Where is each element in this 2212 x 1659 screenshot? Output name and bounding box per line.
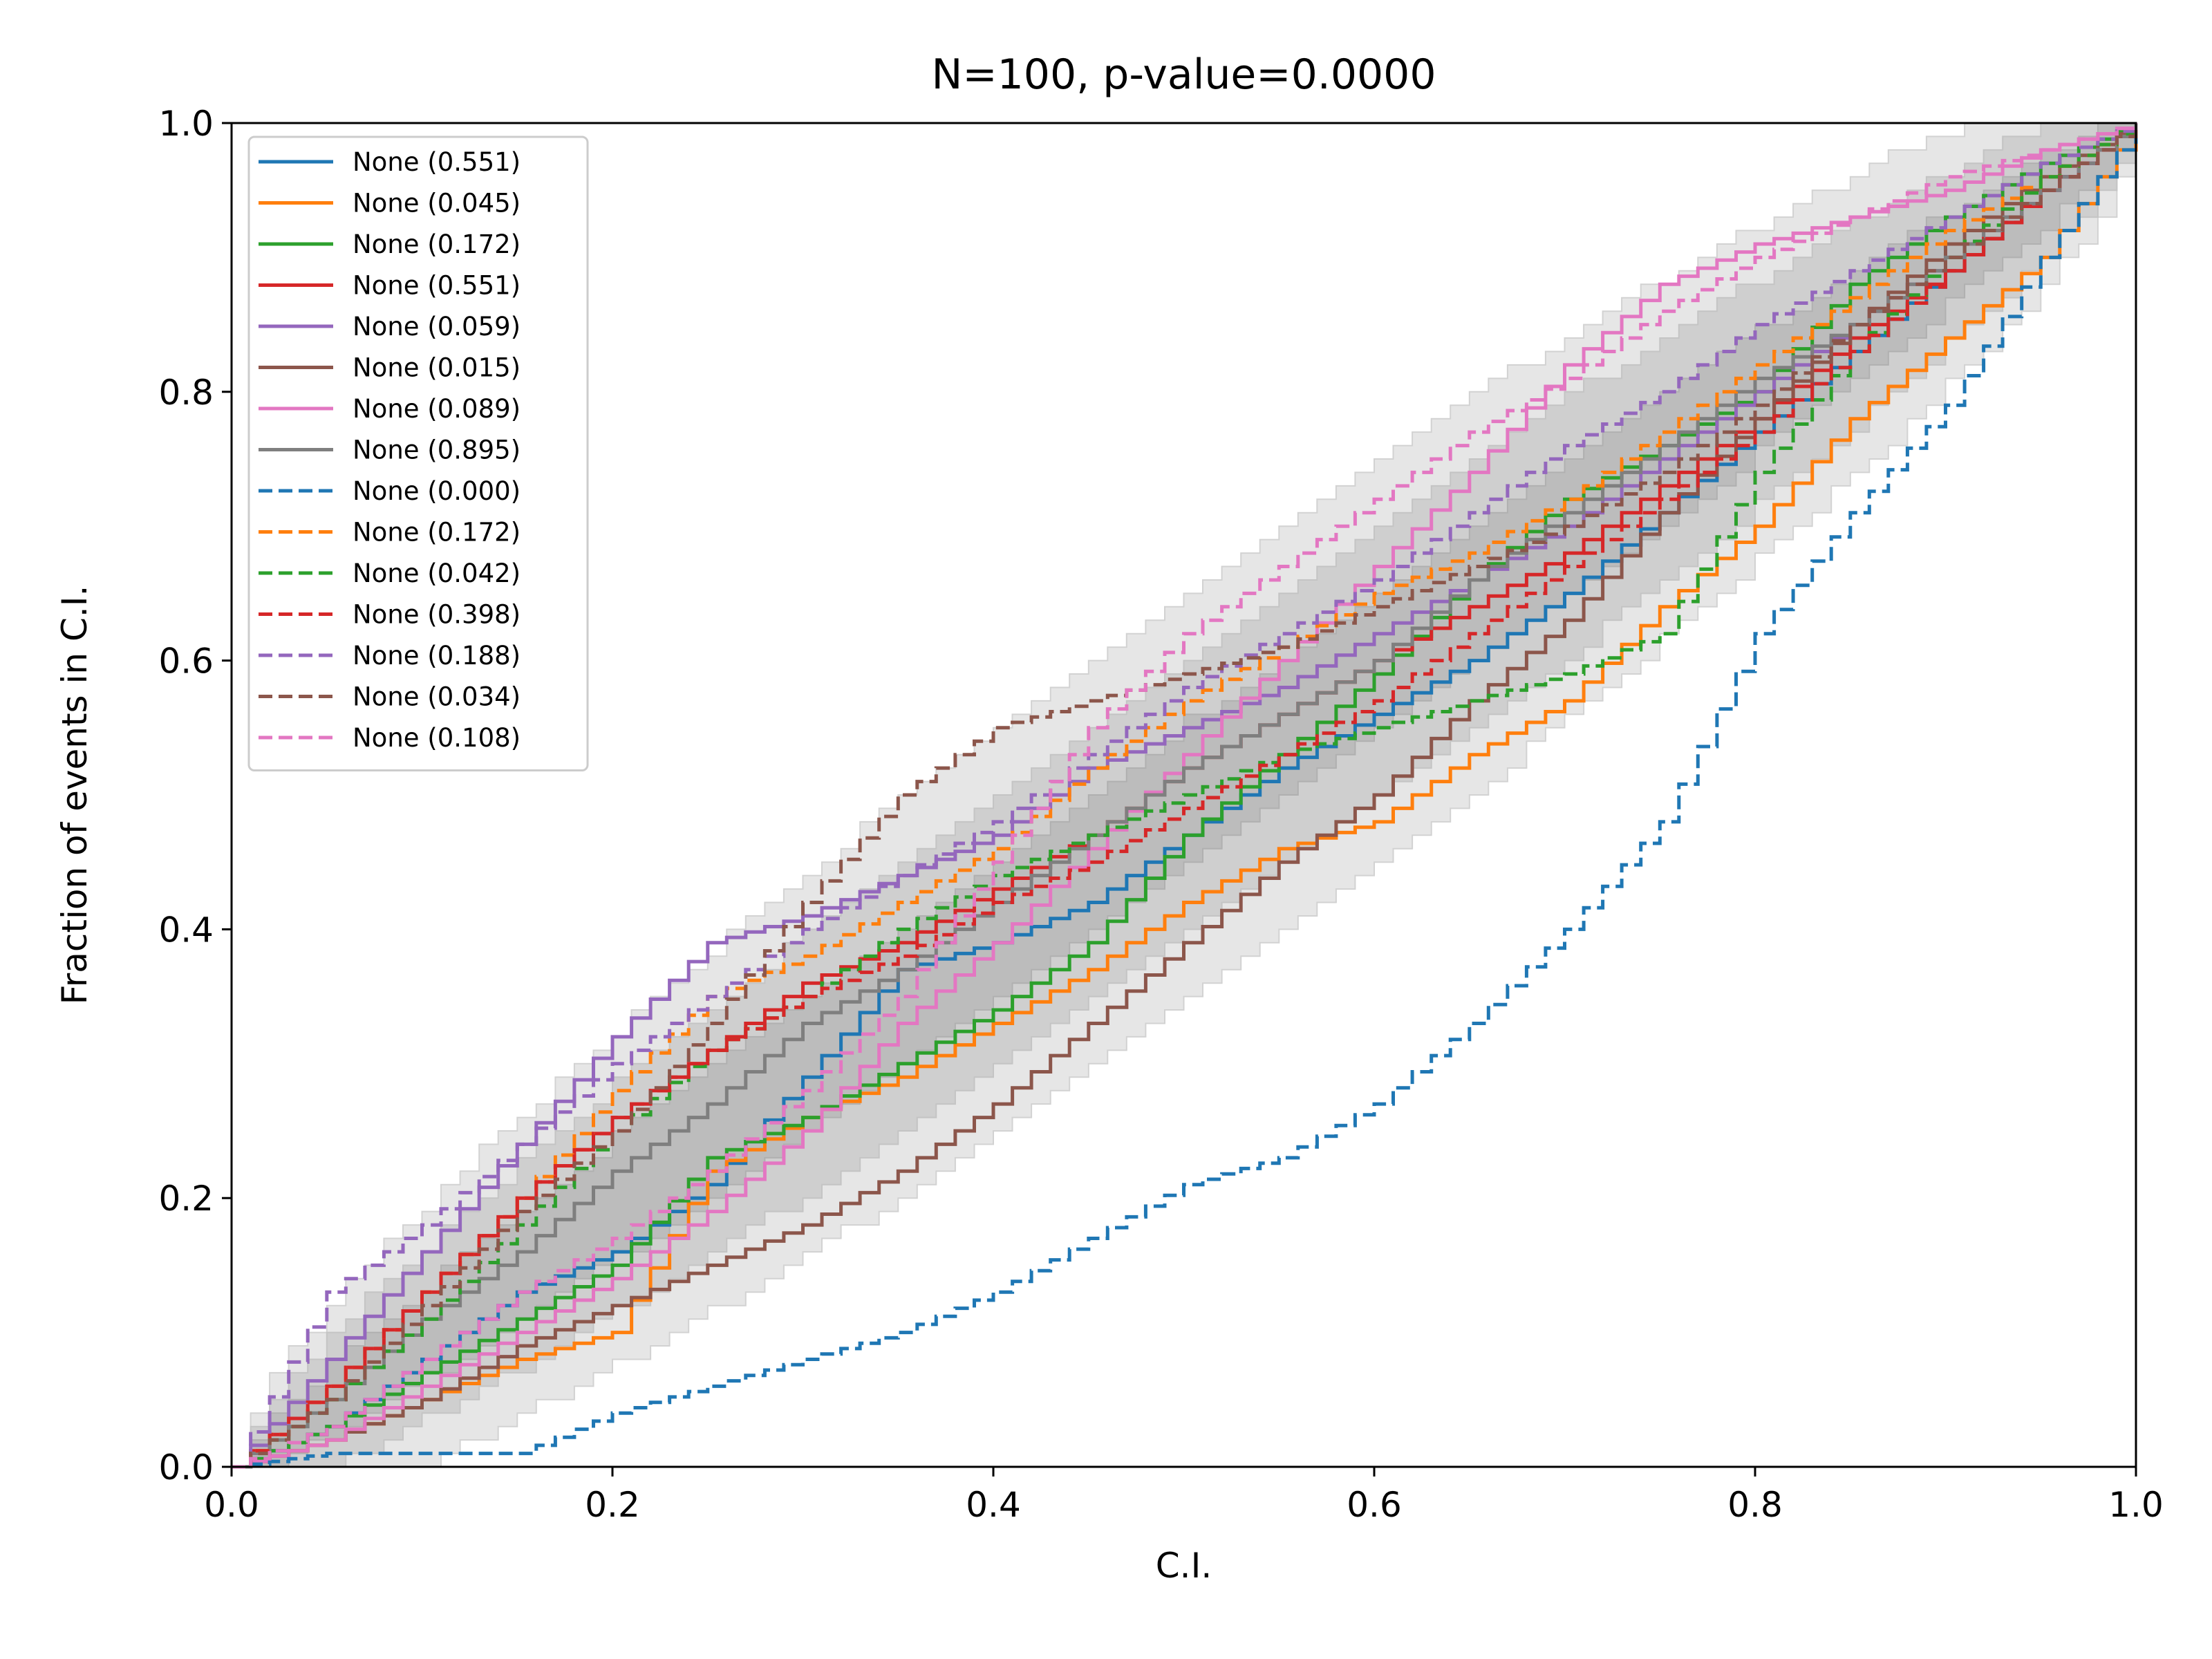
x-tick-label: 0.4	[966, 1485, 1021, 1525]
series-line-13	[232, 123, 2138, 1469]
x-tick-label: 0.8	[1727, 1485, 1783, 1525]
y-tick-label: 0.4	[158, 910, 214, 950]
y-tick-label: 1.0	[158, 104, 214, 144]
legend-entry-label: None (0.172)	[353, 518, 521, 547]
series-line-2	[232, 123, 2138, 1469]
series-lines	[232, 123, 2138, 1469]
legend-entry-label: None (0.059)	[353, 312, 521, 341]
x-tick-label: 0.6	[1347, 1485, 1402, 1525]
legend-entry-label: None (0.045)	[353, 189, 521, 218]
legend-entry-label: None (0.089)	[353, 394, 521, 424]
axis-ticks: 0.0 0.2 0.4 0.6 0.8 1.0 0.0 0.2 0.4 0.6 0.8 1.0	[158, 104, 2163, 1525]
legend-entry-label: None (0.172)	[353, 229, 521, 259]
series-line-9	[232, 123, 2138, 1469]
x-tick-label: 1.0	[2108, 1485, 2164, 1525]
legend-entry-label: None (0.398)	[353, 600, 521, 630]
legend: None (0.551) None (0.045) None (0.172) None…	[247, 135, 589, 771]
series-line-12	[232, 123, 2138, 1469]
y-tick-label: 0.6	[158, 641, 214, 682]
legend-entry-label: None (0.895)	[353, 435, 521, 465]
y-axis-label: Fraction of events in C.I.	[55, 585, 95, 1005]
series-line-15	[232, 123, 2138, 1469]
y-tick-label: 0.8	[158, 373, 214, 413]
legend-entry-label: None (0.000)	[353, 476, 521, 506]
series-line-14	[232, 123, 2138, 1469]
series-line-11	[232, 123, 2138, 1469]
series-line-3	[232, 123, 2138, 1469]
legend-entry-label: None (0.551)	[353, 147, 521, 177]
chart-title: N=100, p-value=0.0000	[931, 50, 1436, 99]
x-tick-label: 0.0	[204, 1485, 259, 1525]
series-line-6	[232, 123, 2138, 1469]
legend-entry-label: None (0.042)	[353, 559, 521, 588]
series-line-8	[232, 123, 2138, 1469]
legend-entry-label: None (0.015)	[353, 353, 521, 383]
x-tick-label: 0.2	[585, 1485, 640, 1525]
legend-box	[247, 135, 589, 771]
legend-entry-label: None (0.551)	[353, 271, 521, 301]
series-line-7	[232, 123, 2138, 1469]
legend-entry-label: None (0.034)	[353, 682, 521, 712]
legend-entry-label: None (0.108)	[353, 723, 521, 753]
series-line-10	[232, 123, 2138, 1469]
x-axis-label: C.I.	[1156, 1546, 1212, 1586]
axes-frame	[230, 122, 2137, 1468]
y-tick-label: 0.2	[158, 1179, 214, 1219]
y-tick-label: 0.0	[158, 1447, 214, 1488]
legend-entry-label: None (0.188)	[353, 641, 521, 671]
